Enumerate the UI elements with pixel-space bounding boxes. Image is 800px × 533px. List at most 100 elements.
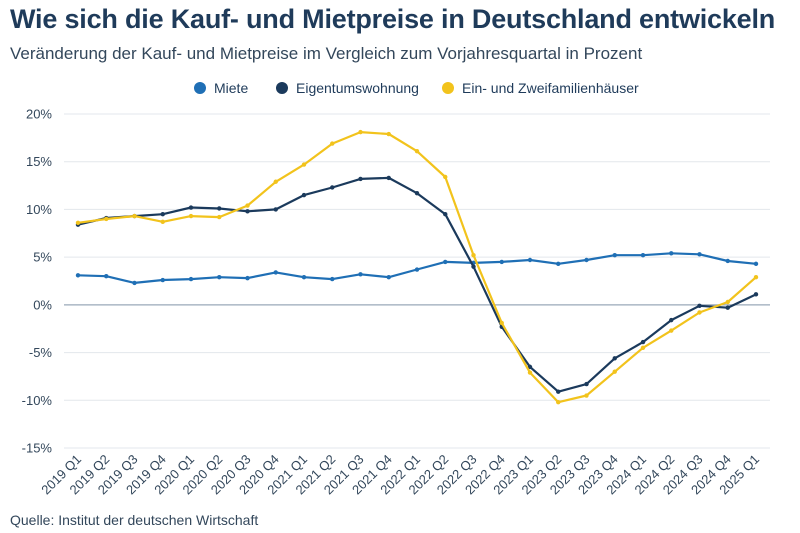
data-point xyxy=(612,253,617,258)
data-point xyxy=(612,356,617,361)
data-point xyxy=(725,299,730,305)
data-point xyxy=(612,369,617,374)
data-point xyxy=(527,370,533,375)
data-point xyxy=(584,257,589,263)
data-point xyxy=(443,174,448,180)
data-point xyxy=(160,212,165,217)
series-line xyxy=(77,131,757,404)
data-point xyxy=(443,259,448,265)
data-point xyxy=(527,364,533,370)
legend: Miete Eigentumswohnung Ein- und Zweifamili… xyxy=(194,80,639,96)
data-point xyxy=(245,275,250,281)
data-point xyxy=(188,276,194,282)
series-1 xyxy=(75,251,759,286)
data-point xyxy=(188,213,194,219)
data-point xyxy=(697,252,702,257)
legend-marker xyxy=(194,82,206,94)
y-tick-label: -15% xyxy=(22,441,53,456)
legend-item: Eigentumswohnung xyxy=(276,80,419,96)
data-point xyxy=(499,259,504,265)
data-point xyxy=(188,205,194,210)
chart-title: Wie sich die Kauf- und Mietpreise in Deu… xyxy=(10,4,776,34)
y-tick-label: 0% xyxy=(33,297,52,312)
y-tick-label: 5% xyxy=(33,250,52,265)
data-point xyxy=(245,209,250,214)
data-point xyxy=(471,264,476,269)
series-group xyxy=(75,129,759,405)
data-point xyxy=(245,203,250,208)
data-point xyxy=(358,176,363,182)
data-point xyxy=(556,261,561,267)
data-point xyxy=(584,381,589,387)
data-point xyxy=(217,206,222,211)
data-point xyxy=(669,317,674,323)
data-point xyxy=(330,276,335,282)
data-point xyxy=(273,179,278,184)
data-point xyxy=(640,345,646,350)
data-point xyxy=(697,310,702,315)
data-point xyxy=(640,339,646,345)
data-point xyxy=(217,274,222,280)
data-point xyxy=(386,274,391,280)
data-point xyxy=(75,220,81,225)
data-point xyxy=(104,274,109,279)
y-tick-label: 20% xyxy=(26,107,52,122)
legend-item: Miete xyxy=(194,80,248,96)
data-point xyxy=(443,212,448,217)
data-point xyxy=(301,274,307,280)
legend-marker xyxy=(442,82,454,94)
data-point xyxy=(217,214,222,220)
legend-label: Eigentumswohnung xyxy=(296,80,419,96)
data-point xyxy=(160,277,165,283)
data-point xyxy=(669,328,674,333)
data-point xyxy=(160,219,165,225)
data-point xyxy=(556,399,561,405)
y-tick-label: 10% xyxy=(26,202,52,217)
y-tick-label: -10% xyxy=(22,393,53,408)
data-point xyxy=(753,261,759,267)
data-point xyxy=(725,305,730,310)
data-point xyxy=(471,253,476,258)
grid-lines xyxy=(64,113,770,449)
data-point xyxy=(273,207,278,212)
data-point xyxy=(358,272,363,277)
series-3 xyxy=(75,129,759,405)
y-axis: 20% 15% 10% 5% 0% -5% -10% -15% xyxy=(22,107,53,456)
data-point xyxy=(386,131,391,137)
data-point xyxy=(414,267,420,272)
data-point xyxy=(330,141,335,146)
data-point xyxy=(104,216,109,222)
data-point xyxy=(584,393,589,398)
data-point xyxy=(273,270,278,275)
y-tick-label: -5% xyxy=(29,345,53,360)
data-point xyxy=(132,213,137,219)
data-point xyxy=(330,185,335,190)
series-2 xyxy=(75,175,759,394)
data-point xyxy=(753,292,759,297)
legend-marker xyxy=(276,82,288,94)
data-point xyxy=(556,389,561,394)
data-point xyxy=(132,280,137,286)
data-point xyxy=(697,303,702,309)
data-point xyxy=(753,274,759,280)
data-point xyxy=(725,258,730,264)
series-line xyxy=(77,176,757,393)
chart-subtitle: Veränderung der Kauf- und Mietpreise im … xyxy=(10,44,643,63)
data-point xyxy=(358,129,363,135)
data-point xyxy=(414,191,420,196)
legend-item: Ein- und Zweifamilienhäuser xyxy=(442,80,639,96)
data-point xyxy=(527,257,533,263)
legend-label: Miete xyxy=(214,80,248,96)
data-point xyxy=(499,320,504,326)
legend-label: Ein- und Zweifamilienhäuser xyxy=(462,80,639,96)
data-point xyxy=(386,175,391,181)
data-point xyxy=(301,162,307,167)
y-tick-label: 15% xyxy=(26,154,52,169)
data-point xyxy=(75,273,81,278)
source-note: Quelle: Institut der deutschen Wirtschaf… xyxy=(10,512,259,528)
data-point xyxy=(669,251,674,256)
data-point xyxy=(301,192,307,198)
data-point xyxy=(640,253,646,258)
